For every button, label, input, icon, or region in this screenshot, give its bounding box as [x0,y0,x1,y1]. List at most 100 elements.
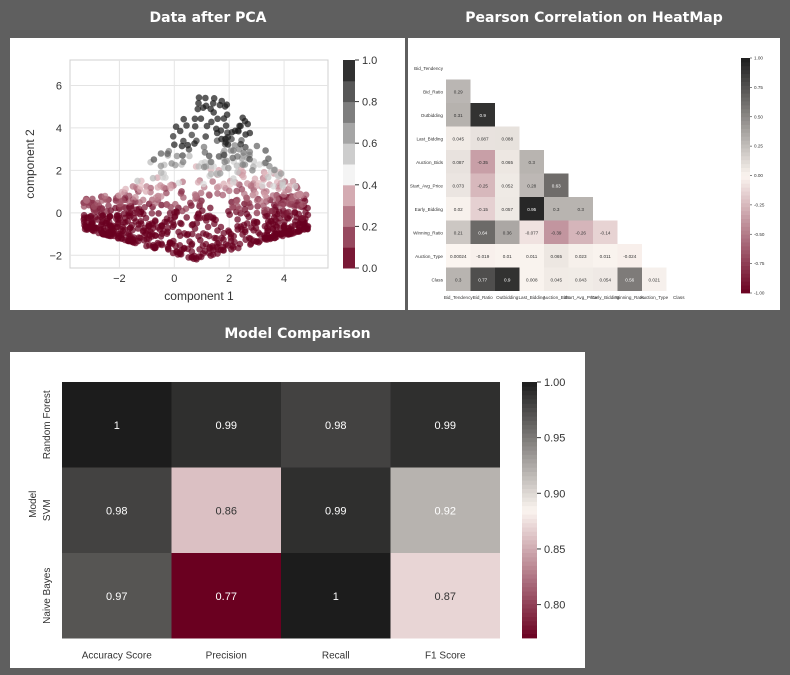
pca-point [107,222,114,230]
pca-point [266,234,274,241]
pca-point [230,147,237,154]
model-cell [281,467,391,553]
pca-point [215,153,223,160]
pca-point [285,208,292,216]
corr-colorbar-band [741,112,750,118]
corr-col-label: Bid_Ratio [473,295,493,300]
pca-x-tick-label: 2 [226,273,232,285]
corr-cell-label: 0.02 [454,207,463,212]
pca-point [207,170,215,178]
pca-colorbar-band [343,60,355,82]
pca-point [191,123,199,130]
model-cell [171,553,281,639]
model-colorbar-band [522,586,537,592]
corr-colorbar-band [741,132,750,137]
corr-cell-label: 0.087 [477,136,489,141]
pca-point [157,162,165,170]
corr-colorbar-band [741,105,750,110]
pca-point [145,235,153,243]
model-colorbar-band [522,428,537,434]
pca-point [237,140,244,148]
corr-colorbar-band [741,101,750,106]
pca-point [215,239,223,247]
pca-point [301,226,308,233]
model-colorbar-band [522,390,537,396]
pca-point [179,152,186,159]
model-panel: 1 0.99 0.98 0.99 0.98 0.86 0.99 0.92 0.97 0.77 1 0.… [10,352,585,668]
pca-point [88,215,95,222]
pca-point [233,162,241,169]
pca-point [224,141,232,148]
corr-cell [446,150,471,174]
corr-cell-label: 0.011 [600,254,612,259]
corr-cell-label: -0.024 [623,254,636,259]
corr-cell-label: 0.9 [504,277,511,282]
pca-point [149,174,157,182]
pca-point [244,180,251,187]
pca-point [80,203,88,210]
model-colorbar-band [522,403,537,408]
pca-point [195,163,202,170]
pca-point [186,152,193,160]
model-cell-label: 0.86 [216,505,237,517]
pca-x-tick-label: −2 [113,273,126,285]
pca-point [171,209,178,216]
model-cell-label: 0.77 [216,591,237,603]
pca-point [218,135,225,143]
pca-point [114,235,122,242]
model-colorbar-band [522,569,537,575]
corr-colorbar-band [741,277,750,282]
corr-colorbar-band [741,230,750,235]
corr-cell [446,267,471,291]
corr-cell-label: 0.057 [502,207,514,212]
model-colorbar-band [522,492,537,498]
corr-colorbar-band [741,167,750,172]
pca-point [151,243,159,250]
pca-point [271,166,278,174]
pca-point [221,158,228,166]
corr-colorbar-band [741,152,750,157]
pca-point [101,192,109,200]
pca-point [250,220,258,227]
model-colorbar-band [522,603,537,609]
pca-point [205,191,213,198]
corr-cell-label: -0.077 [525,230,538,235]
pca-x-axis-label: component 1 [164,289,234,303]
corr-colorbar-band [741,61,750,67]
corr-colorbar-band [741,97,750,102]
pca-point [183,214,190,221]
pca-point [291,183,299,190]
model-cell-label: 0.99 [435,420,456,432]
pca-point [233,187,240,195]
model-column-label: Precision [206,651,247,662]
pca-colorbar-band [343,143,355,165]
corr-cell-label: -0.14 [600,230,611,235]
corr-cell [593,244,618,268]
pca-point [209,244,217,251]
pca-point [240,149,247,156]
pca-point [164,150,171,157]
pca-point [237,122,244,130]
model-cell [281,553,391,639]
pca-point [152,232,160,239]
corr-colorbar-band [741,210,750,216]
corr-cell [568,267,593,291]
pca-point [172,123,180,130]
corr-cell-label: 0.043 [575,277,587,282]
pca-point [243,220,251,227]
correlation-heatmap: Bid_TendencyBid_TendencyBid_RatioBid_Rat… [410,56,765,300]
model-colorbar-band [522,578,537,583]
corr-colorbar-band [741,265,750,270]
corr-colorbar-band [741,246,750,251]
pca-point [139,196,147,204]
corr-colorbar-band [741,234,750,239]
model-colorbar-tick-label: 0.90 [544,488,565,500]
pca-point [199,104,207,111]
model-row-label: SVM [42,499,53,521]
pca-point [184,230,192,238]
corr-cell [568,197,593,221]
model-panel-title: Model Comparison [224,326,371,342]
pca-panel: −2 0 2 4 −2 0 2 4 6 component 1 component 2 0.0 0.2 0… [10,38,405,310]
corr-row-label: Class [432,277,444,282]
pca-point [128,221,136,229]
